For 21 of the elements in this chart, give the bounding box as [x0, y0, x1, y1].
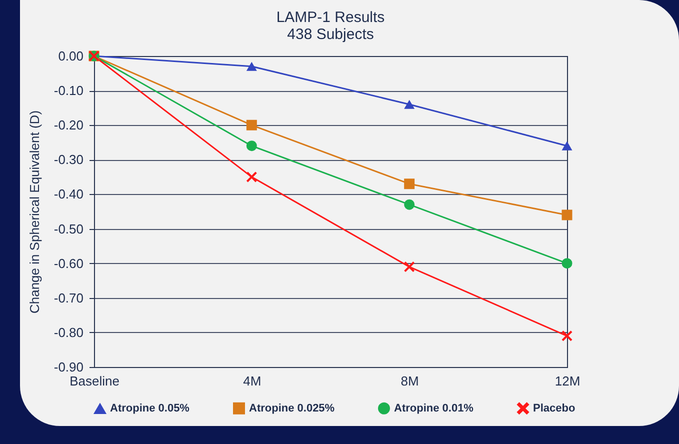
legend-label: Atropine 0.05% [110, 402, 190, 415]
chart-title: LAMP-1 Results [276, 9, 385, 26]
chart-subtitle: 438 Subjects [287, 26, 374, 43]
legend-label: Placebo [533, 402, 576, 414]
y-axis-title: Change in Spherical Equivalent (D) [26, 110, 42, 314]
x-tick-label: 12M [554, 374, 580, 388]
x-tick-label: Baseline [70, 374, 120, 388]
legend-label: Atropine 0.025% [249, 402, 335, 414]
y-tick-label: -0.90 [54, 360, 84, 374]
y-tick-label: -0.50 [54, 221, 84, 236]
y-tick-label: -0.70 [54, 290, 84, 306]
legend-label: Atropine 0.01% [394, 402, 474, 414]
y-tick-label: -0.60 [54, 256, 84, 271]
y-tick-label: -0.80 [54, 324, 84, 340]
y-tick-label: -0.10 [54, 83, 84, 98]
y-tick-label: -0.30 [54, 152, 84, 168]
x-tick-label: 4M [243, 374, 262, 388]
x-tick-label: 8M [400, 374, 419, 388]
y-tick-label: -0.20 [54, 118, 84, 133]
y-tick-label: 0.00 [58, 48, 84, 64]
y-tick-label: -0.40 [54, 186, 84, 202]
